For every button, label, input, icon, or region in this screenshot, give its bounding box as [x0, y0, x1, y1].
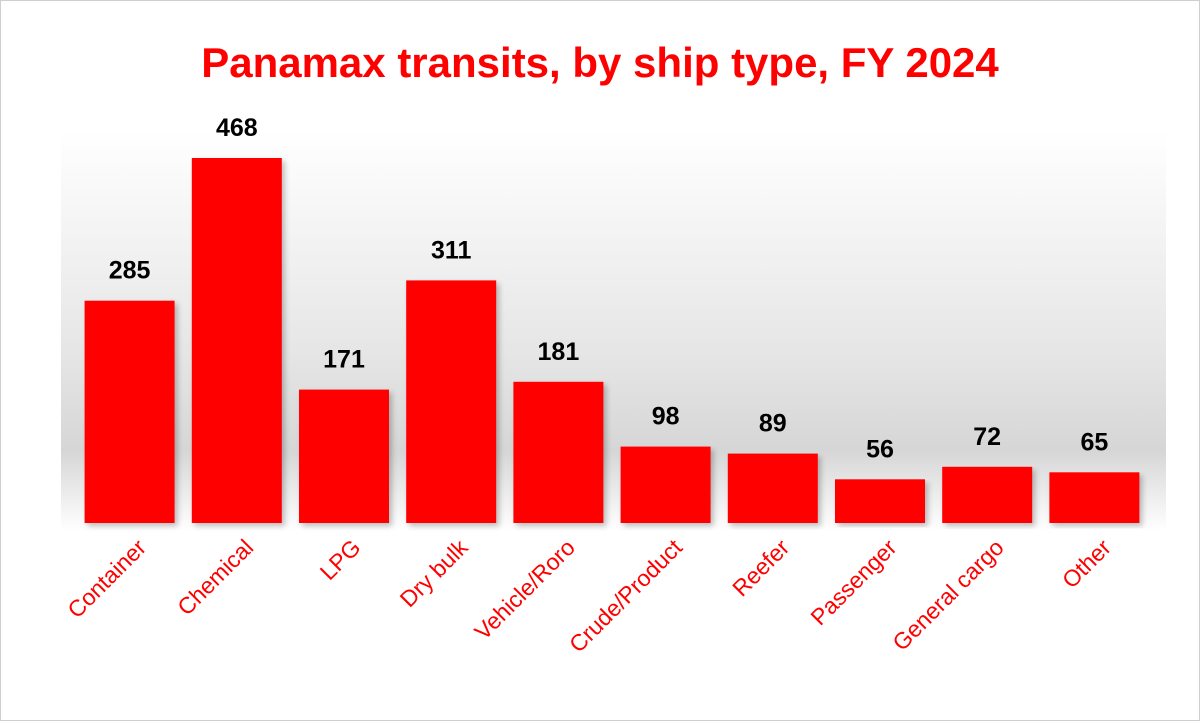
bars-group	[84, 158, 1140, 523]
bar-passenger	[835, 479, 925, 523]
data-label: 311	[431, 236, 471, 264]
data-label: 98	[652, 403, 680, 431]
data-label: 65	[1080, 428, 1108, 456]
chart-title: Panamax transits, by ship type, FY 2024	[201, 39, 999, 86]
bar-chemical	[191, 158, 282, 523]
bar-lpg	[299, 389, 389, 523]
category-label: Dry bulk	[395, 534, 473, 612]
category-label: Other	[1057, 534, 1116, 593]
bar-vehicle-roro	[513, 381, 604, 523]
data-label: 89	[759, 410, 787, 438]
bar-container	[84, 300, 175, 523]
category-label: General cargo	[887, 534, 1008, 655]
data-label: 468	[216, 114, 258, 142]
category-labels-group: Container Chemical LPG Dry bulkVehicle/Roro…	[62, 534, 1116, 658]
category-label: Chemical	[172, 534, 258, 620]
data-label: 285	[109, 257, 151, 285]
category-label: Crude/Product	[564, 534, 688, 658]
data-label: 181	[538, 338, 580, 366]
category-label: Vehicle/Roro	[469, 534, 580, 645]
bar-crude-product	[620, 446, 711, 523]
data-label: 56	[866, 435, 894, 463]
bar-dry-bulk	[406, 280, 497, 523]
data-labels-group: 285 468 171 311 181 98 89 56 72 65	[109, 114, 1109, 463]
category-label: LPG	[315, 534, 366, 585]
data-label: 72	[973, 423, 1001, 451]
category-label: Reefer	[727, 534, 794, 601]
bar-other	[1049, 472, 1140, 523]
bar-general-cargo	[942, 466, 1033, 523]
category-label: Container	[62, 534, 151, 623]
category-label: Passenger	[805, 534, 901, 630]
data-label: 171	[323, 346, 365, 374]
bar-reefer	[727, 453, 818, 523]
